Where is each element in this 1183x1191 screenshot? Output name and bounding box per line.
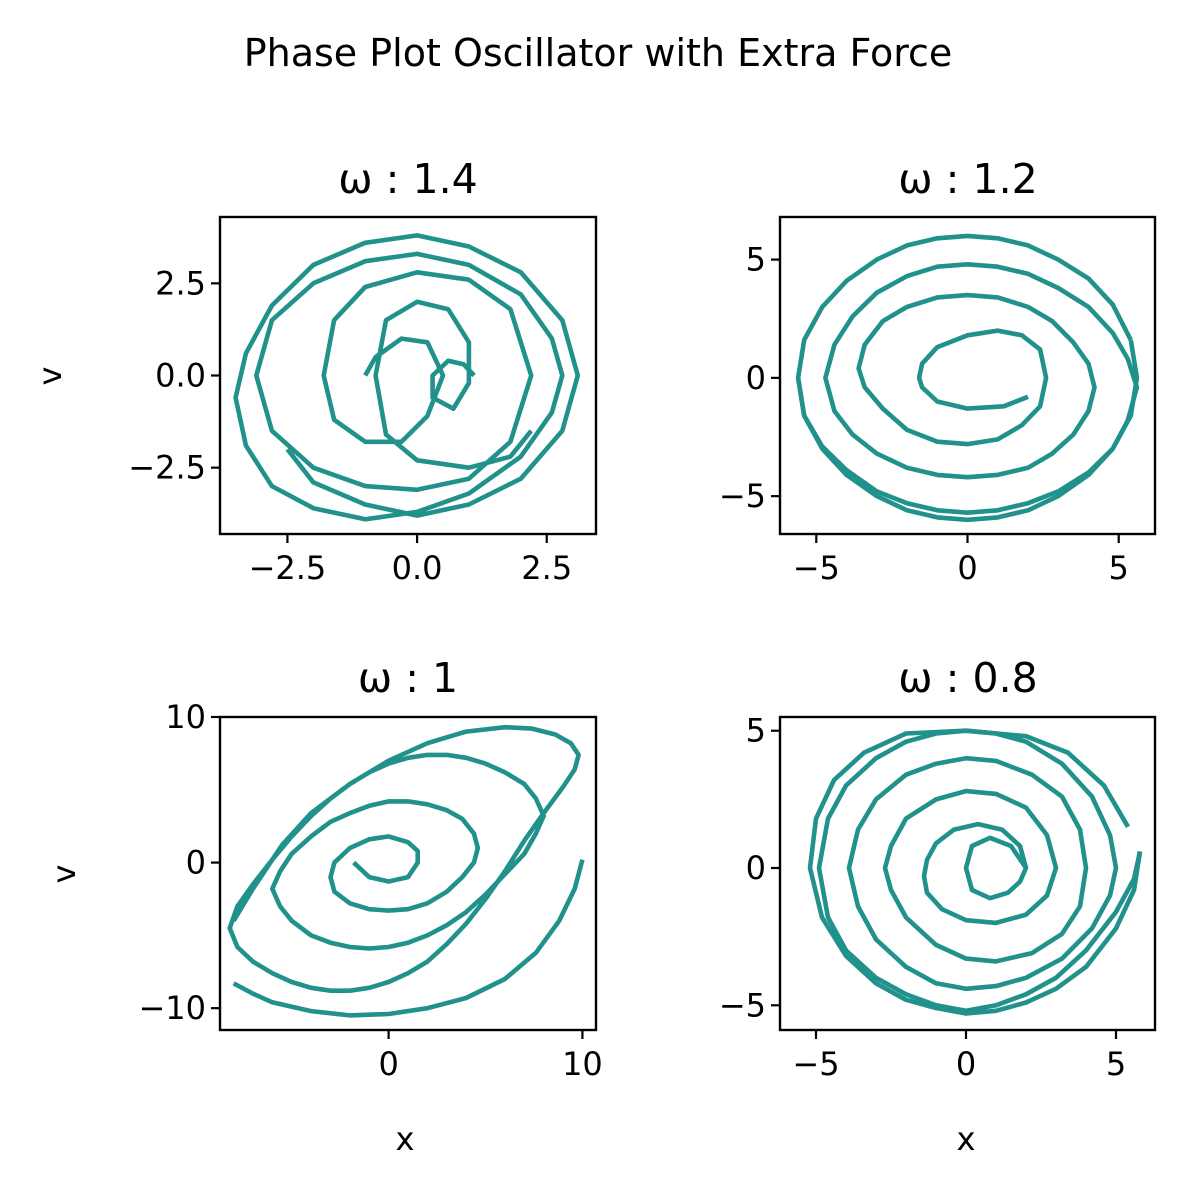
plot-area: [795, 233, 1140, 523]
subplot-omega-0-8: ω : 0.8 −5 0 5 −5 0 5 x: [719, 654, 1157, 1158]
x-ticks: −2.5 0.0 2.5: [249, 534, 572, 587]
y-tick-label: −10: [138, 989, 206, 1027]
subplot-title: ω : 1: [358, 654, 458, 702]
plot-area: [233, 233, 581, 522]
phase-curve-2: [373, 299, 533, 471]
x-tick-label: 10: [562, 1045, 603, 1083]
y-tick-label: 10: [165, 698, 206, 736]
phase-curve-1: [816, 728, 1143, 1014]
subplot-title: ω : 1.4: [338, 155, 477, 203]
y-tick-label: 0: [746, 849, 766, 887]
x-tick-label: 0: [956, 1045, 976, 1083]
x-tick-label: −5: [793, 549, 840, 587]
x-ticks: 0 10: [378, 1030, 603, 1083]
figure-title: Phase Plot Oscillator with Extra Force: [244, 31, 953, 75]
y-tick-label: 0.0: [155, 357, 206, 395]
x-tick-label: 0: [957, 549, 977, 587]
axes-frame: [778, 715, 1157, 1032]
phase-curve-1: [795, 233, 1140, 516]
y-ticks: −5 0 5: [719, 712, 780, 1024]
y-tick-label: 0: [746, 359, 766, 397]
x-tick-label: −5: [792, 1045, 839, 1083]
x-tick-label: 0: [378, 1045, 398, 1083]
y-tick-label: −2.5: [128, 449, 206, 487]
y-tick-label: 2.5: [155, 264, 206, 302]
subplot-title: ω : 1.2: [898, 155, 1037, 203]
plot-area: [227, 724, 585, 1018]
phase-curve-2: [795, 339, 1140, 523]
x-tick-label: 5: [1106, 1045, 1126, 1083]
y-tick-label: −5: [719, 986, 766, 1024]
subplot-title: ω : 0.8: [898, 654, 1037, 702]
plot-area: [807, 728, 1143, 1016]
x-tick-label: 5: [1109, 549, 1129, 587]
x-axis-label: x: [957, 1120, 976, 1158]
phase-curve-2: [232, 859, 585, 1018]
x-tick-label: −2.5: [249, 549, 327, 587]
phase-curve-1: [227, 724, 581, 994]
axes-frame: [218, 715, 598, 1032]
subplot-omega-1: ω : 1 0 10 −10 0 10 x v: [45, 654, 603, 1158]
phase-curve-1: [233, 233, 581, 522]
phase-curve-2: [807, 728, 1143, 1016]
x-ticks: −5 0 5: [793, 534, 1129, 587]
subplot-omega-1-2: ω : 1.2 −5 0 5 −5 0 5: [719, 155, 1157, 587]
x-axis-label: x: [396, 1120, 415, 1158]
y-ticks: −5 0 5: [719, 241, 780, 515]
y-tick-label: −5: [719, 477, 766, 515]
y-ticks: −2.5 0.0 2.5: [128, 264, 220, 487]
y-axis-label: v: [31, 367, 69, 386]
x-tick-label: 0.0: [392, 549, 443, 587]
y-tick-label: 0: [186, 844, 206, 882]
x-tick-label: 2.5: [521, 549, 572, 587]
subplot-omega-1-4: ω : 1.4 −2.5 0.0 2.5 −2.5 0.0 2.5 v: [31, 155, 598, 587]
y-tick-label: 5: [746, 712, 766, 750]
y-ticks: −10 0 10: [138, 698, 220, 1027]
y-tick-label: 5: [746, 241, 766, 279]
x-ticks: −5 0 5: [792, 1030, 1126, 1083]
y-axis-label: v: [45, 865, 83, 884]
